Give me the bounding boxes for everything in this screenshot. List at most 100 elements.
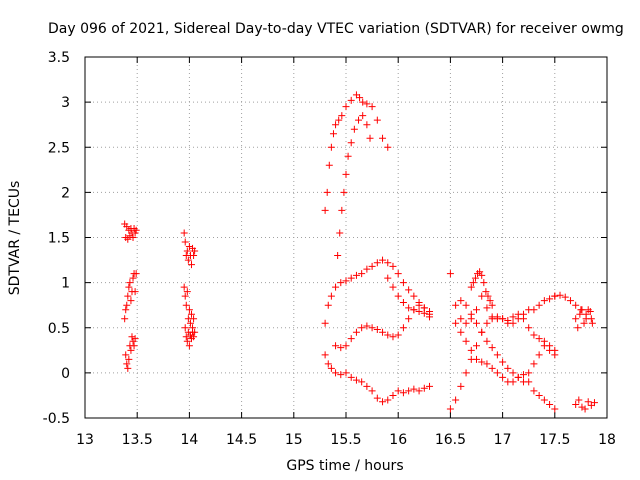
data-point [182, 301, 190, 309]
data-point [482, 288, 490, 296]
y-tick-labels: -0.5 0 0.5 1 1.5 2 2.5 3 3.5 [43, 50, 70, 427]
data-point [342, 103, 350, 111]
data-point [457, 315, 465, 323]
data-point [325, 161, 333, 169]
data-point [332, 369, 340, 377]
x-tick-label: 17.5 [539, 432, 570, 448]
data-point [467, 346, 475, 354]
data-point [415, 387, 423, 395]
data-point [321, 351, 329, 359]
data-point [373, 394, 381, 402]
data-point [551, 351, 559, 359]
data-point [190, 252, 198, 260]
data-point [358, 270, 366, 278]
data-point [366, 134, 374, 142]
series-s11 [321, 351, 434, 406]
data-point [478, 328, 486, 336]
data-point [373, 326, 381, 334]
data-point [363, 121, 371, 129]
data-point [358, 324, 366, 332]
data-point [340, 188, 348, 196]
data-point [452, 396, 460, 404]
data-point [399, 279, 407, 287]
data-point [125, 355, 133, 363]
data-point [368, 387, 376, 395]
data-point [415, 308, 423, 316]
data-point [368, 103, 376, 111]
data-point [525, 369, 533, 377]
data-point [405, 387, 413, 395]
data-point [580, 319, 588, 327]
data-point [488, 301, 496, 309]
data-point [363, 265, 371, 273]
series-s20 [572, 396, 598, 413]
data-point [581, 405, 589, 413]
data-point [446, 270, 454, 278]
data-point [556, 291, 564, 299]
data-point [384, 396, 392, 404]
data-point [358, 378, 366, 386]
data-point [183, 247, 191, 255]
data-point [185, 306, 193, 314]
data-point [499, 315, 507, 323]
data-point [399, 298, 407, 306]
data-point [469, 279, 477, 287]
data-point [530, 387, 538, 395]
data-point [519, 371, 527, 379]
data-point [389, 333, 397, 341]
y-tick-label: 0.5 [48, 321, 70, 337]
data-point [566, 297, 574, 305]
data-point [342, 369, 350, 377]
data-point [183, 288, 191, 296]
data-point [332, 283, 340, 291]
data-point [122, 351, 130, 359]
series-s9 [321, 256, 434, 327]
x-tick-label: 14 [180, 432, 198, 448]
data-point [363, 322, 371, 330]
grid-lines [85, 57, 607, 418]
data-point [525, 324, 533, 332]
data-point [582, 315, 590, 323]
data-point [405, 286, 413, 294]
data-point [488, 315, 496, 323]
data-point [344, 152, 352, 160]
data-point [399, 389, 407, 397]
x-tick-label: 13 [76, 432, 94, 448]
data-point [338, 206, 346, 214]
data-point [126, 279, 134, 287]
series-s4 [180, 229, 199, 269]
data-point [342, 342, 350, 350]
data-point [483, 360, 491, 368]
data-point [355, 116, 363, 124]
data-point [321, 319, 329, 327]
data-point [373, 259, 381, 267]
data-point [129, 274, 137, 282]
data-point [452, 301, 460, 309]
data-point [483, 337, 491, 345]
data-point [324, 301, 332, 309]
data-point [509, 369, 517, 377]
data-point [127, 297, 135, 305]
data-point [493, 369, 501, 377]
y-tick-label: 3 [61, 95, 70, 111]
series-s5 [180, 283, 199, 336]
x-tick-label: 14.5 [226, 432, 257, 448]
x-tick-label: 16.5 [435, 432, 466, 448]
data-point [337, 344, 345, 352]
data-point [379, 398, 387, 406]
data-point [519, 310, 527, 318]
series-s10 [332, 301, 434, 352]
series-s2 [121, 270, 140, 323]
y-tick-label: 0 [61, 366, 70, 382]
data-point [546, 400, 554, 408]
series-s7 [321, 91, 392, 214]
data-point [457, 297, 465, 305]
data-point [410, 292, 418, 300]
data-point [572, 400, 580, 408]
y-tick-label: 2 [61, 185, 70, 201]
data-point [509, 378, 517, 386]
y-axis-label: SDTVAR / TECUs [7, 181, 23, 296]
data-point [336, 229, 344, 237]
data-point [546, 295, 554, 303]
